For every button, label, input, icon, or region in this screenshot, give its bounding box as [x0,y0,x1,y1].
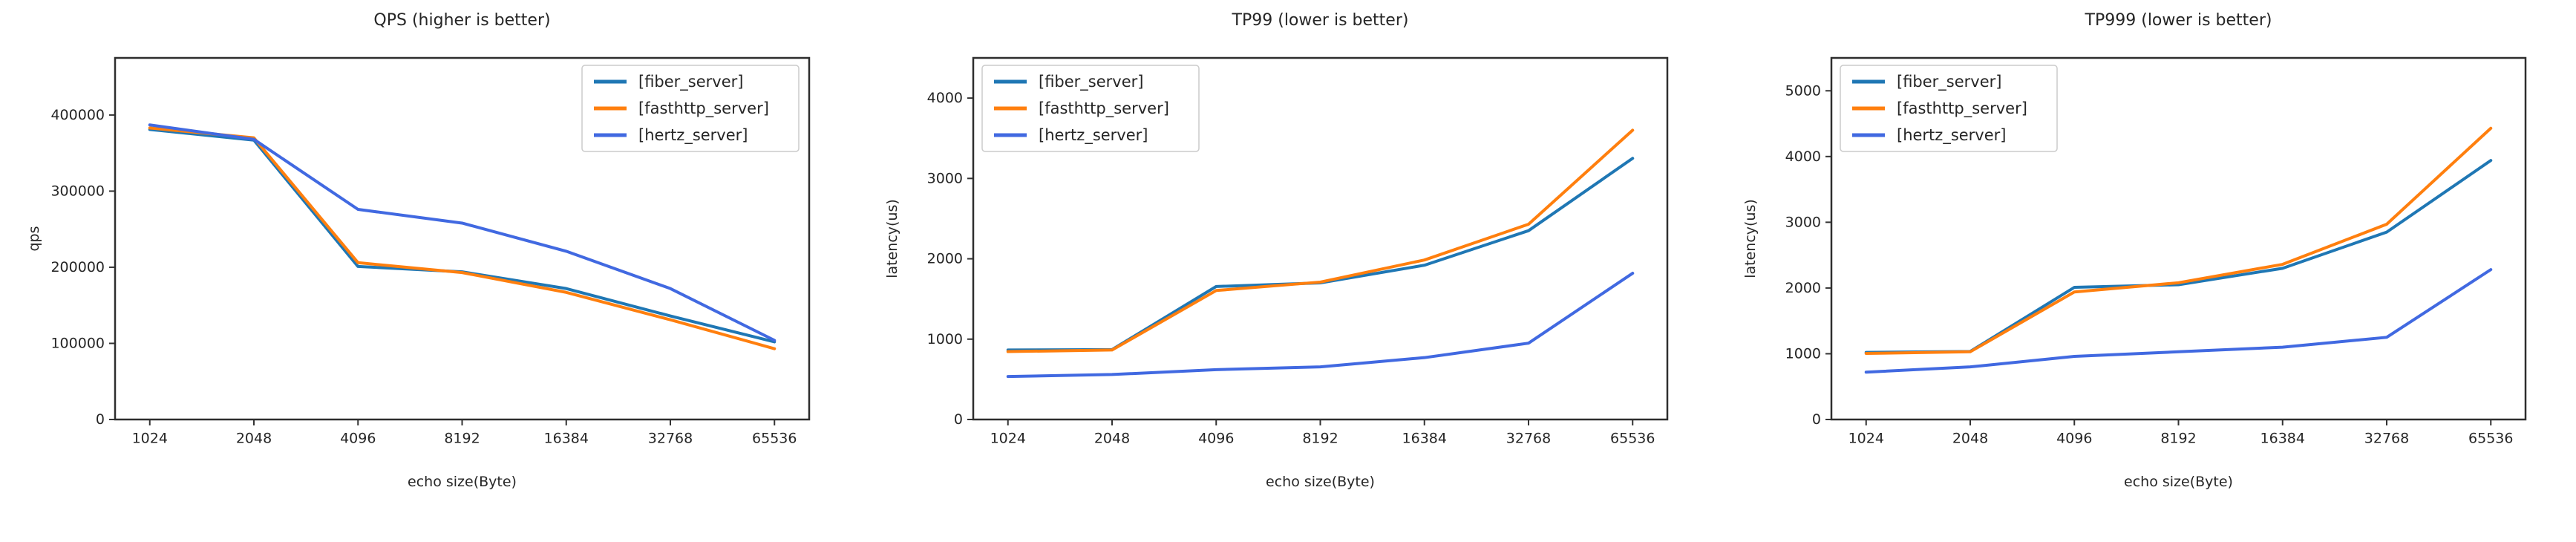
legend-box [981,65,1200,152]
series-line-fasthttp_server [1006,128,1635,353]
chart-panel-qps: QPS (higher is better) 0 100000 200000 30000… [0,0,858,542]
legend-label: [fiber_server] [1897,73,2001,91]
y-tick-label: 200000 [50,259,105,275]
series-line-hertz_server [148,123,777,342]
legend-label: [fasthttp_server] [1039,99,1169,118]
x-tick-label: 4096 [340,431,376,447]
plot-border [972,56,1669,421]
chart-tp999-svg: TP999 (lower is better) 0 1000 2000 3000 4000… [1742,11,2527,490]
legend-label: [fasthttp_server] [638,99,769,118]
x-tick-label: 8192 [1302,431,1338,447]
x-tick-label: 65536 [2468,431,2513,447]
x-tick-label: 4096 [1198,431,1234,447]
chart-title: TP99 (lower is better) [1232,11,1409,30]
x-tick-label: 65536 [752,431,797,447]
plot-border [1830,56,2527,421]
series-line-fasthttp_server [1864,126,2493,356]
legend-label: [fiber_server] [638,73,743,91]
y-tick-label: 3000 [927,170,963,186]
y-tick-label: 4000 [1785,148,1821,165]
legend-label: [fasthttp_server] [1897,99,2027,118]
legend-box [1840,65,2058,152]
y-tick-label: 1000 [927,331,963,347]
x-tick-label: 16384 [1402,431,1447,447]
x-tick-label: 65536 [1610,431,1655,447]
x-tick-label: 2048 [1952,431,1988,447]
x-tick-label: 32768 [648,431,693,447]
chart-tp99-svg: TP99 (lower is better) 0 1000 2000 3000 4000 1… [884,11,1669,490]
legend-label: [hertz_server] [1897,126,2006,145]
x-axis-label: echo size(Byte) [1266,474,1375,490]
y-tick-label: 0 [1812,411,1821,428]
legend-label: [fiber_server] [1039,73,1143,91]
y-axis-label: qps [26,226,42,251]
chart-qps-svg: QPS (higher is better) 0 100000 200000 30000… [26,11,811,490]
x-tick-label: 1024 [1848,431,1884,447]
series-line-fiber_server [148,128,777,344]
legend-label: [hertz_server] [1039,126,1148,145]
y-tick-label: 1000 [1785,345,1821,362]
legend: [fiber_server] [fasthttp_server] [hertz_se… [981,65,1200,152]
x-tick-label: 8192 [2160,431,2196,447]
y-tick-label: 2000 [927,251,963,267]
x-tick-label: 2048 [1094,431,1130,447]
legend-label: [hertz_server] [638,126,748,145]
series-line-fasthttp_server [148,126,777,350]
y-axis-label: latency(us) [1742,199,1759,278]
x-tick-label: 16384 [2260,431,2305,447]
x-tick-label: 2048 [236,431,272,447]
chart-panel-tp999: TP999 (lower is better) 0 1000 2000 3000 4000… [1716,0,2575,542]
x-tick-label: 32768 [1506,431,1551,447]
x-axis-label: echo size(Byte) [2124,474,2233,490]
x-tick-label: 32768 [2364,431,2409,447]
x-tick-label: 1024 [990,431,1026,447]
legend: [fiber_server] [fasthttp_server] [hertz_se… [581,65,800,152]
y-tick-label: 3000 [1785,214,1821,230]
series-line-hertz_server [1006,272,1635,379]
series-line-fiber_server [1006,157,1635,352]
x-tick-label: 4096 [2056,431,2092,447]
y-tick-label: 400000 [50,107,105,123]
y-tick-label: 300000 [50,183,105,199]
y-tick-label: 2000 [1785,280,1821,296]
plot-border [114,56,811,421]
y-tick-label: 100000 [50,335,105,351]
chart-title: QPS (higher is better) [373,11,550,30]
chart-title: TP999 (lower is better) [2085,11,2272,30]
series-line-fiber_server [1864,159,2493,354]
chart-panel-tp99: TP99 (lower is better) 0 1000 2000 3000 4000 1… [858,0,1716,542]
y-tick-label: 4000 [927,90,963,106]
legend: [fiber_server] [fasthttp_server] [hertz_se… [1840,65,2058,152]
y-tick-label: 0 [954,411,963,428]
series-line-hertz_server [1864,268,2493,374]
y-axis-label: latency(us) [884,199,900,278]
y-tick-label: 0 [96,411,105,428]
x-tick-label: 1024 [132,431,168,447]
legend-box [581,65,800,152]
x-tick-label: 8192 [444,431,480,447]
x-tick-label: 16384 [544,431,589,447]
x-axis-label: echo size(Byte) [408,474,517,490]
y-tick-label: 5000 [1785,82,1821,99]
